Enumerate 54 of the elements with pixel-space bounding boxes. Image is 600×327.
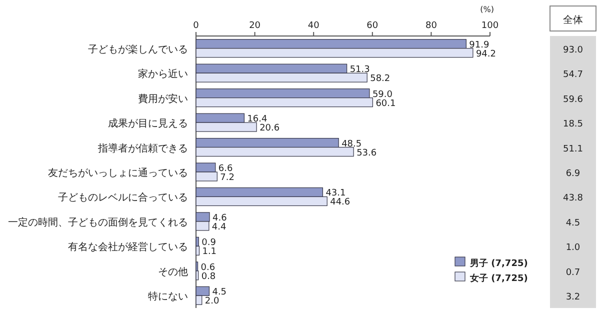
x-tick-label: 20 [249, 21, 261, 31]
x-axis-title: (%) [480, 5, 494, 14]
x-tick-label: 80 [425, 21, 438, 31]
data-label: 91.9 [469, 40, 490, 50]
data-label: 0.8 [201, 272, 216, 282]
y-tick-label: 特にない [148, 290, 188, 303]
data-label: 20.6 [260, 124, 280, 134]
y-tick-label: 有名な会社が経営している [68, 241, 188, 254]
data-label: 16.4 [247, 114, 268, 125]
data-label: 1.1 [202, 247, 217, 258]
legend-label: 男子 (7,725) [469, 258, 528, 269]
text: 59.6 [562, 94, 584, 105]
x-tick-label: 60 [366, 21, 378, 31]
y-tick-label: 子どもが楽しんでいる [88, 43, 188, 56]
data-label: 94.2 [476, 49, 496, 60]
x-tick-label: 100 [481, 21, 499, 31]
data-label: 0.6 [200, 262, 216, 273]
data-label: 60.1 [376, 98, 396, 109]
text: 43.8 [562, 194, 584, 204]
data-label: 58.2 [370, 74, 390, 84]
data-label: 51.3 [350, 65, 370, 76]
x-tick-label: 40 [308, 21, 320, 31]
data-label: 53.6 [356, 148, 377, 158]
text: 54.7 [562, 70, 584, 80]
y-tick-label: 友だちがいっしょに通っている [48, 167, 188, 179]
data-label: 4.5 [212, 288, 227, 298]
text: 51.1 [562, 144, 584, 154]
text: 4.5 [566, 218, 580, 228]
y-tick-label: 家から近い [138, 68, 188, 80]
data-label: 4.6 [212, 213, 228, 224]
data-label: 7.2 [220, 173, 234, 183]
text: 1.0 [566, 243, 580, 254]
y-tick-label: 一定の時間、子どもの面倒を見てくれる [8, 216, 188, 228]
data-label: 43.1 [326, 188, 346, 199]
y-tick-label: 子どものレベルに合っている [58, 192, 188, 204]
x-tick-label: 0 [193, 21, 200, 31]
data-label: 48.5 [342, 139, 362, 150]
text: 全体 [563, 14, 583, 26]
legend-label: 女子 (7,725) [469, 273, 528, 284]
text: 3.2 [566, 292, 580, 303]
data-label: 4.4 [212, 222, 227, 232]
data-label: 2.0 [204, 296, 220, 307]
y-tick-label: 費用が安い [138, 92, 188, 105]
text: 6.9 [566, 169, 580, 179]
y-tick-label: 成果が目に見える [108, 118, 188, 130]
text: 0.7 [566, 268, 580, 278]
y-tick-label: 指導者が信頼できる [97, 142, 188, 154]
y-tick-label: その他 [158, 266, 188, 278]
data-label: 59.0 [372, 90, 393, 100]
data-label: 6.6 [218, 164, 233, 174]
text: 93.0 [562, 45, 584, 56]
text: 18.5 [562, 120, 584, 130]
data-label: 0.9 [202, 238, 216, 248]
data-label: 44.6 [330, 198, 350, 208]
